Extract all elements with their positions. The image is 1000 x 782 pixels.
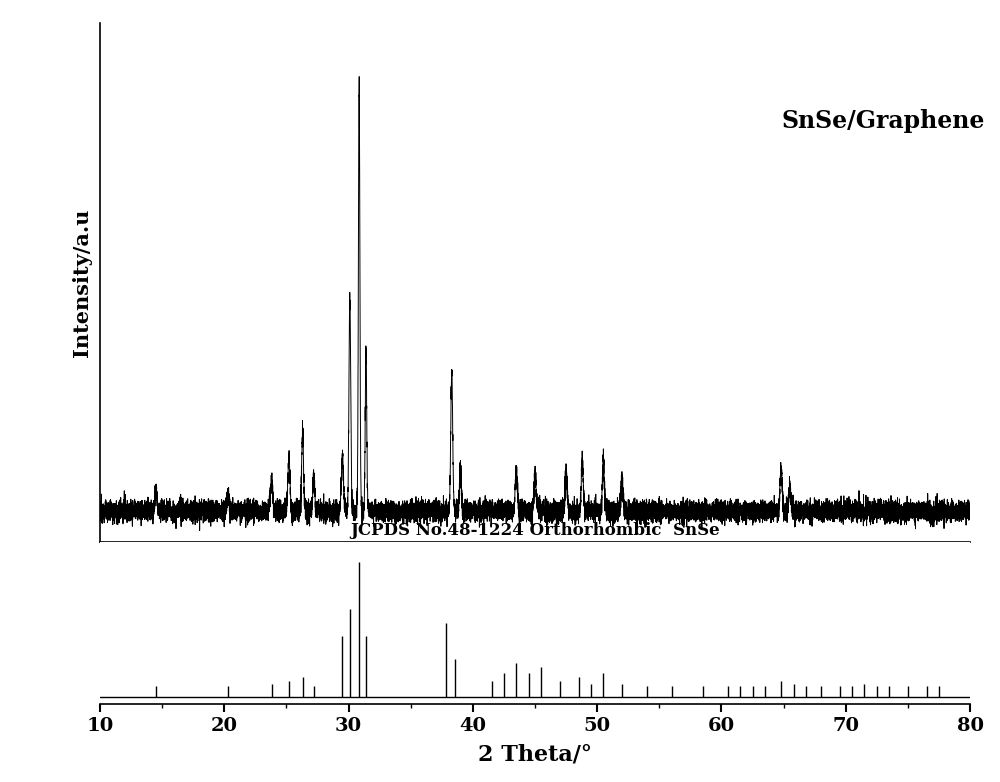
Y-axis label: Intensity/a.u: Intensity/a.u	[72, 209, 92, 357]
X-axis label: 2 Theta/°: 2 Theta/°	[478, 744, 592, 766]
Text: SnSe/Graphene: SnSe/Graphene	[781, 109, 985, 133]
Text: JCPDS No.48-1224 Orthorhombic  SnSe: JCPDS No.48-1224 Orthorhombic SnSe	[350, 522, 720, 540]
